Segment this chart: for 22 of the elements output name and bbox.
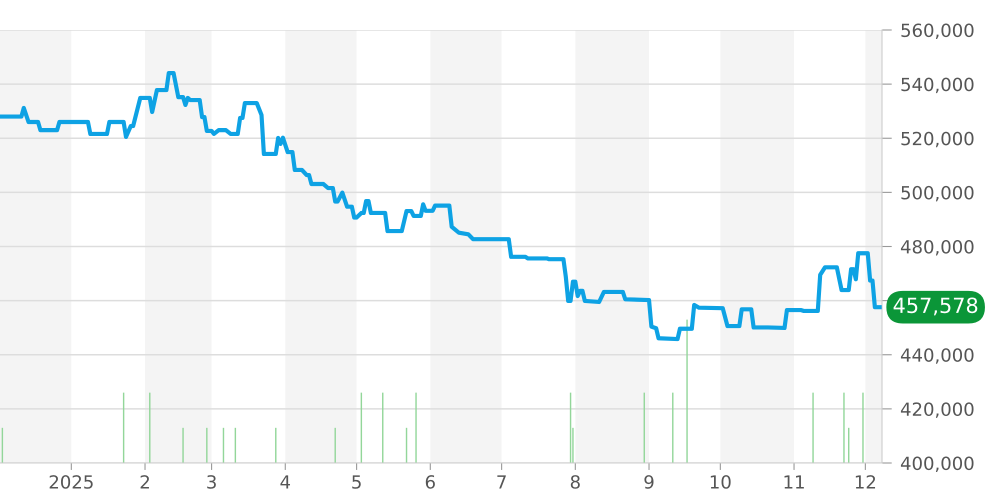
- y-tick-label: 540,000: [901, 78, 974, 94]
- x-tick-label: 4: [280, 475, 290, 489]
- x-tick-label: 6: [426, 475, 435, 489]
- annotation: 457,578: [894, 297, 978, 316]
- x-tick-label: 7: [497, 475, 506, 489]
- x-tick-label: 5: [352, 475, 361, 489]
- y-tick-label: 440,000: [900, 348, 974, 364]
- y-tick-label: 560,000: [901, 23, 974, 39]
- x-tick-label: 11: [784, 475, 804, 489]
- y-tick-label: 500,000: [901, 186, 974, 202]
- x-tick-label: 8: [570, 475, 580, 489]
- line-series: [0, 70, 882, 342]
- x-tick-label: 10: [710, 475, 731, 489]
- x-tick-label: 2: [140, 475, 149, 489]
- x-tick-label: 9: [644, 475, 654, 489]
- y-tick-label: 480,000: [900, 240, 974, 256]
- x-tick-label: 2025: [50, 475, 93, 489]
- y-tick-label: 520,000: [901, 132, 974, 148]
- x-tick-label: 12: [856, 475, 876, 489]
- y-tick-label: 420,000: [900, 402, 974, 418]
- y-tick-label: 400,000: [900, 456, 974, 472]
- x-tick-label: 3: [207, 475, 216, 489]
